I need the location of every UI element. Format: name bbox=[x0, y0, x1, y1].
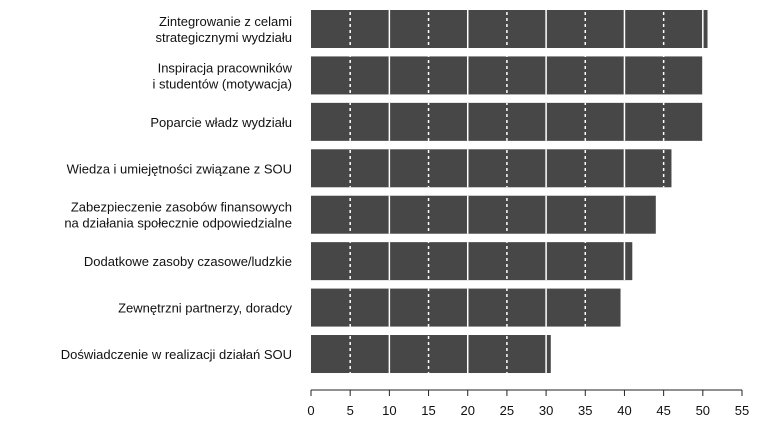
x-tick-label: 10 bbox=[382, 403, 396, 418]
x-tick-label: 45 bbox=[656, 403, 670, 418]
x-tick-label: 30 bbox=[539, 403, 553, 418]
bar bbox=[311, 195, 656, 234]
category-label: Dodatkowe zasoby czasowe/ludzkie bbox=[84, 254, 292, 269]
x-tick-label: 5 bbox=[347, 403, 354, 418]
x-tick-label: 40 bbox=[617, 403, 631, 418]
category-label: Zewnętrzni partnerzy, doradcy bbox=[118, 301, 292, 316]
category-label: Inspiracja pracowników i studentów (motyw… bbox=[153, 60, 293, 91]
category-labels: Zintegrowanie z celami strategicznymi wyd… bbox=[61, 14, 293, 362]
category-label: Poparcie władz wydziału bbox=[150, 115, 292, 130]
category-label: Doświadczenie w realizacji działań SOU bbox=[61, 347, 292, 362]
x-tick-label: 35 bbox=[578, 403, 592, 418]
category-label: Zintegrowanie z celami strategicznymi wyd… bbox=[155, 14, 292, 45]
bar bbox=[311, 10, 708, 48]
x-tick-label: 0 bbox=[307, 403, 314, 418]
category-label: Zabezpieczenie zasobów finansowych na dzi… bbox=[64, 200, 292, 231]
bar bbox=[311, 335, 551, 374]
x-tick-label: 50 bbox=[696, 403, 710, 418]
x-tick-label: 25 bbox=[500, 403, 514, 418]
x-tick-label: 55 bbox=[735, 403, 749, 418]
bar bbox=[311, 149, 672, 188]
bar bbox=[311, 288, 621, 327]
bar bbox=[311, 242, 633, 281]
x-axis: 0 5 10 15 20 25 30 35 40 45 50 55 bbox=[307, 389, 749, 418]
bars bbox=[311, 10, 708, 374]
x-tick-label: 15 bbox=[421, 403, 435, 418]
x-tick-label: 20 bbox=[460, 403, 474, 418]
category-label: Wiedza i umiejętności związane z SOU bbox=[67, 161, 292, 176]
